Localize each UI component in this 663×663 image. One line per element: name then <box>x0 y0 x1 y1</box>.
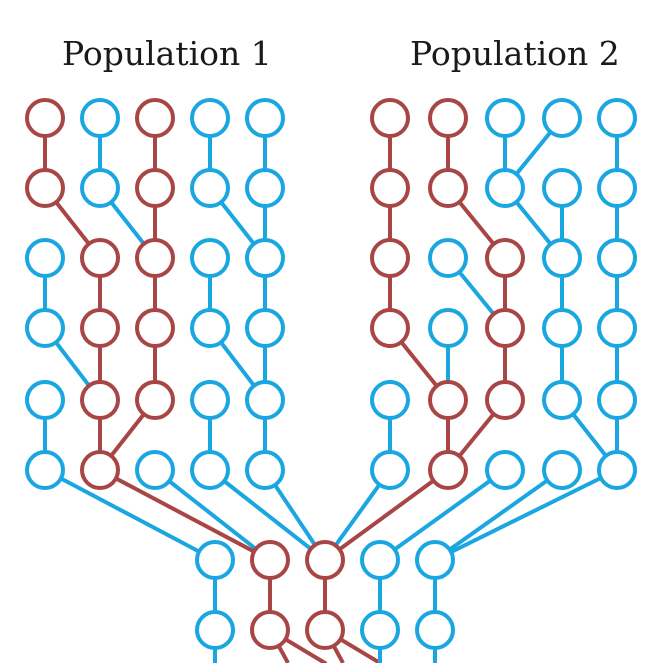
individual-node <box>542 168 582 208</box>
population-2-title: Population 2 <box>410 34 620 73</box>
lineage-edge <box>378 468 507 562</box>
traced-individual-node <box>135 380 175 420</box>
individual-node <box>597 168 637 208</box>
lineage-edge <box>43 468 217 562</box>
individual-node <box>190 238 230 278</box>
traced-individual-node <box>370 98 410 138</box>
individual-node <box>25 450 65 490</box>
population-1-title: Population 1 <box>62 34 272 73</box>
individual-node <box>597 380 637 420</box>
individual-node <box>245 238 285 278</box>
traced-individual-node <box>25 168 65 208</box>
individual-node <box>415 540 455 580</box>
traced-individual-node <box>370 308 410 348</box>
individual-node <box>542 98 582 138</box>
lineage-edge <box>433 468 619 562</box>
traced-individual-node <box>250 540 290 580</box>
individual-node <box>428 238 468 278</box>
individual-node <box>190 308 230 348</box>
individual-node <box>360 540 400 580</box>
traced-individual-node <box>428 98 468 138</box>
individual-node <box>195 610 235 650</box>
individual-node <box>370 380 410 420</box>
traced-individual-node <box>485 308 525 348</box>
traced-individual-node <box>135 98 175 138</box>
lineage-edge <box>433 468 564 562</box>
individual-node <box>190 168 230 208</box>
traced-individual-node <box>428 168 468 208</box>
traced-individual-node <box>135 238 175 278</box>
individual-node <box>245 98 285 138</box>
individual-node <box>25 238 65 278</box>
traced-individual-node <box>305 540 345 580</box>
traced-individual-node <box>80 450 120 490</box>
traced-individual-node <box>80 308 120 348</box>
individual-node <box>195 540 235 580</box>
individual-node <box>485 98 525 138</box>
traced-individual-node <box>80 238 120 278</box>
traced-individual-node <box>25 98 65 138</box>
individual-node <box>428 308 468 348</box>
individual-node <box>360 610 400 650</box>
traced-lineage-edge <box>98 468 272 562</box>
individual-node <box>245 308 285 348</box>
individual-node <box>135 450 175 490</box>
individual-node <box>25 380 65 420</box>
individual-node <box>597 238 637 278</box>
lineage-edge <box>208 468 327 562</box>
individual-node <box>485 168 525 208</box>
individual-node <box>597 308 637 348</box>
individual-node <box>597 98 637 138</box>
individual-node <box>190 380 230 420</box>
individual-node <box>25 308 65 348</box>
individual-node <box>597 450 637 490</box>
traced-individual-node <box>135 168 175 208</box>
individual-node <box>245 380 285 420</box>
individual-node <box>542 380 582 420</box>
individual-node <box>370 450 410 490</box>
individual-node <box>190 450 230 490</box>
individual-node <box>190 98 230 138</box>
traced-individual-node <box>370 168 410 208</box>
traced-individual-node <box>370 238 410 278</box>
individual-node <box>542 238 582 278</box>
traced-individual-node <box>80 380 120 420</box>
lineage-nodes <box>25 98 637 650</box>
traced-individual-node <box>250 610 290 650</box>
individual-node <box>415 610 455 650</box>
traced-lineage-edge <box>323 468 450 562</box>
traced-individual-node <box>305 610 345 650</box>
individual-node <box>245 168 285 208</box>
lineage-edges <box>43 116 619 663</box>
traced-individual-node <box>428 380 468 420</box>
traced-individual-node <box>428 450 468 490</box>
individual-node <box>80 168 120 208</box>
traced-individual-node <box>135 308 175 348</box>
traced-individual-node <box>485 238 525 278</box>
individual-node <box>80 98 120 138</box>
individual-node <box>245 450 285 490</box>
individual-node <box>542 308 582 348</box>
individual-node <box>485 450 525 490</box>
traced-individual-node <box>485 380 525 420</box>
lineage-edge <box>153 468 272 562</box>
individual-node <box>542 450 582 490</box>
